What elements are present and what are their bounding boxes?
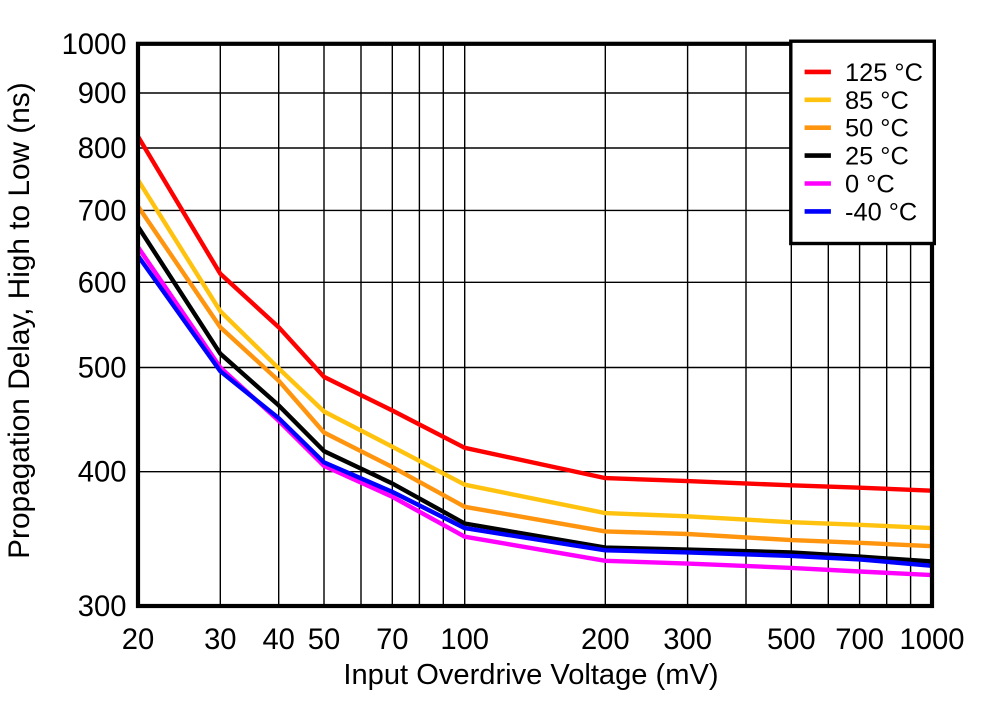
svg-text:0 °C: 0 °C: [845, 171, 895, 199]
svg-text:100: 100: [440, 624, 489, 656]
svg-text:500: 500: [767, 624, 816, 656]
svg-text:Input Overdrive Voltage (mV): Input Overdrive Voltage (mV): [343, 659, 718, 691]
svg-text:300: 300: [663, 624, 712, 656]
svg-text:70: 70: [376, 624, 408, 656]
svg-text:1000: 1000: [900, 624, 965, 656]
svg-text:Propagation Delay, High to Low: Propagation Delay, High to Low (ns): [3, 82, 36, 558]
svg-text:40: 40: [262, 624, 294, 656]
svg-text:200: 200: [581, 624, 630, 656]
svg-text:30: 30: [204, 624, 236, 656]
svg-text:700: 700: [78, 195, 127, 227]
svg-text:125 °C: 125 °C: [845, 59, 923, 87]
svg-text:1000: 1000: [62, 29, 127, 61]
svg-text:25 °C: 25 °C: [845, 143, 909, 171]
svg-text:600: 600: [78, 267, 127, 299]
svg-text:700: 700: [835, 624, 884, 656]
svg-text:300: 300: [78, 591, 127, 623]
svg-text:50: 50: [308, 624, 340, 656]
svg-text:800: 800: [78, 133, 127, 165]
svg-text:-40 °C: -40 °C: [845, 198, 917, 226]
svg-text:50 °C: 50 °C: [845, 115, 909, 143]
svg-text:900: 900: [78, 78, 127, 110]
svg-text:20: 20: [122, 624, 154, 656]
svg-text:85 °C: 85 °C: [845, 87, 909, 115]
svg-text:500: 500: [78, 353, 127, 385]
svg-text:400: 400: [78, 457, 127, 489]
